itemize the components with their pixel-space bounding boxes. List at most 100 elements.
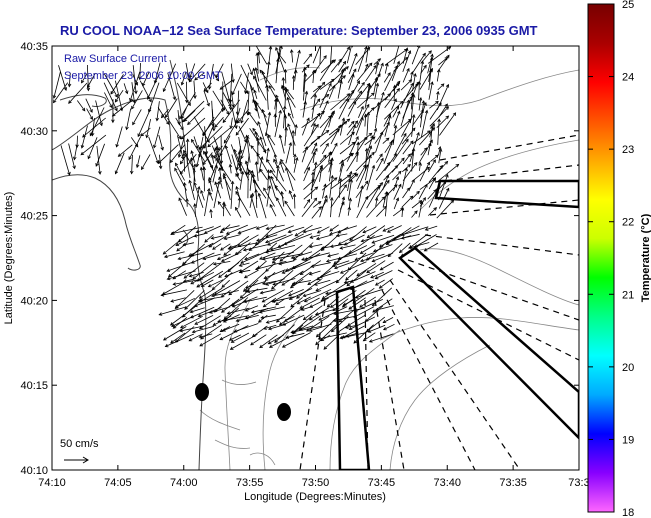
current-vector-head bbox=[392, 84, 397, 89]
current-vector bbox=[420, 147, 428, 156]
current-vector bbox=[349, 226, 367, 241]
current-vector bbox=[221, 251, 242, 262]
current-vector-head bbox=[367, 329, 372, 333]
current-vector bbox=[329, 224, 339, 232]
current-vector-head bbox=[364, 195, 369, 200]
current-vector-head bbox=[240, 119, 244, 124]
current-vector bbox=[153, 126, 161, 148]
current-vector-head bbox=[377, 73, 381, 78]
current-vector-head bbox=[396, 60, 401, 65]
current-vector bbox=[356, 263, 377, 277]
current-vector bbox=[356, 62, 373, 82]
current-vector-head bbox=[382, 228, 387, 232]
current-vector-head bbox=[240, 170, 245, 175]
current-vector-head bbox=[185, 197, 189, 202]
current-vector-head bbox=[344, 325, 349, 329]
current-vector-head bbox=[183, 149, 187, 154]
current-vector-head bbox=[257, 192, 262, 197]
current-vector-head bbox=[240, 260, 245, 264]
current-vector bbox=[230, 333, 258, 350]
current-vector bbox=[235, 207, 242, 218]
current-vector-head bbox=[430, 53, 434, 58]
current-vector-head bbox=[114, 170, 119, 175]
current-vector bbox=[189, 272, 204, 277]
current-vector bbox=[410, 71, 413, 81]
current-vector bbox=[384, 184, 398, 198]
current-vector-head bbox=[254, 41, 257, 44]
current-vector-head bbox=[356, 80, 360, 84]
current-vector-head bbox=[174, 167, 178, 172]
current-vector bbox=[175, 117, 184, 131]
current-vector bbox=[384, 115, 391, 137]
current-vector-head bbox=[386, 179, 390, 184]
current-vector bbox=[191, 150, 195, 163]
current-vector-head bbox=[302, 293, 307, 298]
current-vector-head bbox=[180, 126, 184, 131]
current-vector-head bbox=[128, 156, 132, 161]
current-vector-head bbox=[80, 151, 85, 156]
current-vector bbox=[202, 82, 209, 93]
current-vector-head bbox=[158, 165, 163, 170]
current-vector bbox=[366, 135, 374, 156]
current-vector bbox=[158, 144, 179, 164]
current-vector bbox=[188, 242, 214, 257]
current-vector bbox=[211, 290, 239, 297]
current-vector-head bbox=[354, 52, 358, 57]
current-vector-head bbox=[333, 177, 338, 181]
current-vector bbox=[319, 115, 332, 129]
current-vector-head bbox=[414, 210, 418, 214]
current-vector-head bbox=[398, 183, 402, 188]
current-vector-head bbox=[375, 82, 380, 87]
current-vector bbox=[235, 117, 249, 136]
current-vector bbox=[367, 225, 386, 239]
current-vector bbox=[176, 244, 186, 252]
current-vector bbox=[259, 306, 286, 313]
current-vector-head bbox=[285, 335, 290, 339]
current-vector-head bbox=[109, 104, 113, 109]
current-vector-head bbox=[345, 276, 349, 281]
current-vector bbox=[227, 252, 250, 272]
current-vector bbox=[400, 79, 412, 91]
current-vector-head bbox=[316, 98, 321, 103]
current-vector bbox=[251, 306, 277, 313]
current-vector-head bbox=[395, 176, 400, 180]
current-vector bbox=[375, 153, 383, 163]
current-vector bbox=[303, 290, 322, 297]
current-vector-head bbox=[67, 171, 71, 176]
current-vector bbox=[383, 72, 391, 83]
current-vector-head bbox=[325, 93, 330, 98]
current-vector bbox=[239, 260, 259, 273]
current-vector-head bbox=[400, 236, 405, 240]
current-vector bbox=[204, 188, 210, 217]
current-vector-head bbox=[268, 46, 273, 50]
current-vector bbox=[304, 288, 332, 303]
current-vector bbox=[170, 297, 186, 302]
current-vector bbox=[373, 244, 393, 252]
current-vector-head bbox=[388, 114, 392, 119]
current-vector-head bbox=[215, 157, 219, 162]
current-vector-head bbox=[342, 60, 347, 65]
current-vector-head bbox=[228, 291, 232, 296]
current-vector-head bbox=[275, 94, 279, 99]
current-vector-head bbox=[288, 293, 292, 297]
y-tick-label: 40:35 bbox=[20, 41, 48, 53]
current-vector bbox=[182, 252, 196, 266]
current-vector-head bbox=[282, 105, 287, 110]
current-vector-head bbox=[385, 62, 389, 67]
current-vector-head bbox=[179, 328, 184, 333]
current-vector bbox=[224, 234, 241, 240]
current-vector-head bbox=[358, 90, 363, 95]
current-vector bbox=[288, 113, 296, 127]
current-vector-head bbox=[342, 67, 346, 72]
current-vector-head bbox=[162, 251, 167, 255]
current-vector bbox=[294, 124, 297, 136]
current-vector bbox=[244, 269, 259, 279]
current-vector bbox=[183, 262, 205, 279]
current-vector bbox=[175, 235, 195, 246]
current-vector-head bbox=[216, 180, 221, 185]
current-vector bbox=[275, 47, 285, 72]
current-vector bbox=[399, 242, 411, 253]
current-vector-head bbox=[183, 117, 188, 122]
current-vector-head bbox=[312, 151, 317, 155]
